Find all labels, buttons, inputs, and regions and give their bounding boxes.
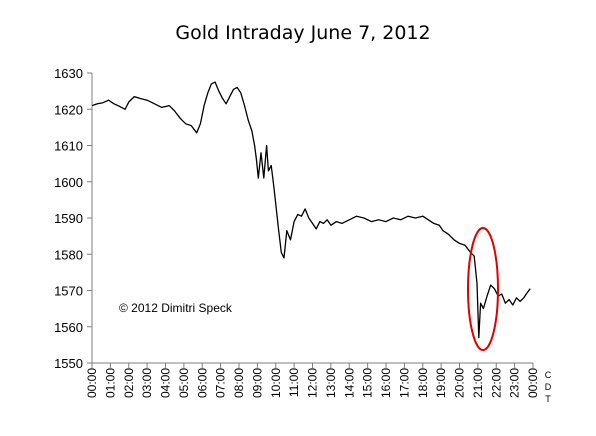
unit-label-char: D	[545, 382, 552, 392]
x-tick-label: 01:00	[103, 368, 117, 398]
y-tick-label: 1550	[54, 356, 83, 371]
x-tick-label: 14:00	[342, 368, 356, 398]
copyright-annotation: © 2012 Dimitri Speck	[119, 301, 233, 315]
x-tick-label: 06:00	[195, 368, 209, 398]
gold-price-line	[91, 81, 531, 339]
x-axis-ticks: 00:00 01:00 02:00 03:00 04:00 05:00 06:00 07:00…	[85, 363, 540, 398]
x-tick-label: 00:00	[526, 368, 540, 398]
x-tick-label: 15:00	[361, 368, 375, 398]
x-tick-label: 04:00	[159, 368, 173, 398]
x-tick-label: 11:00	[287, 368, 301, 397]
unit-label-char: T	[545, 394, 551, 404]
y-tick-label: 1600	[54, 175, 83, 190]
y-tick-label: 1610	[54, 139, 83, 154]
x-tick-label: 12:00	[306, 368, 320, 398]
chart-title: Gold Intraday June 7, 2012	[175, 22, 430, 44]
x-tick-label: 13:00	[324, 368, 338, 398]
x-tick-label: 09:00	[250, 368, 264, 398]
x-tick-label: 10:00	[269, 368, 283, 398]
x-tick-label: 18:00	[416, 368, 430, 398]
highlight-ellipse	[467, 227, 499, 351]
y-tick-label: 1580	[54, 247, 83, 262]
y-tick-label: 1620	[54, 102, 83, 117]
x-tick-label: 23:00	[508, 368, 522, 398]
x-tick-label: 17:00	[397, 368, 411, 398]
x-tick-label: 08:00	[232, 368, 246, 398]
x-tick-label: 16:00	[379, 368, 393, 398]
x-tick-label: 21:00	[471, 368, 485, 398]
y-tick-label: 1570	[54, 284, 83, 299]
x-tick-label: 20:00	[453, 368, 467, 398]
unit-label-char: C	[545, 370, 552, 380]
x-tick-label: 03:00	[140, 368, 154, 398]
x-tick-label: 05:00	[177, 368, 191, 398]
y-tick-label: 1560	[54, 320, 83, 335]
timezone-unit-label: CDT	[545, 370, 552, 404]
x-tick-label: 19:00	[434, 368, 448, 398]
x-tick-label: 00:00	[85, 368, 99, 398]
x-tick-label: 22:00	[489, 368, 503, 398]
y-tick-label: 1630	[54, 66, 83, 81]
y-axis-ticks: 1550 1560 1570 1580 1590 1600 1610 1620 1630	[54, 66, 92, 371]
x-tick-label: 07:00	[214, 368, 228, 398]
x-tick-label: 02:00	[122, 368, 136, 398]
y-tick-label: 1590	[54, 211, 83, 226]
